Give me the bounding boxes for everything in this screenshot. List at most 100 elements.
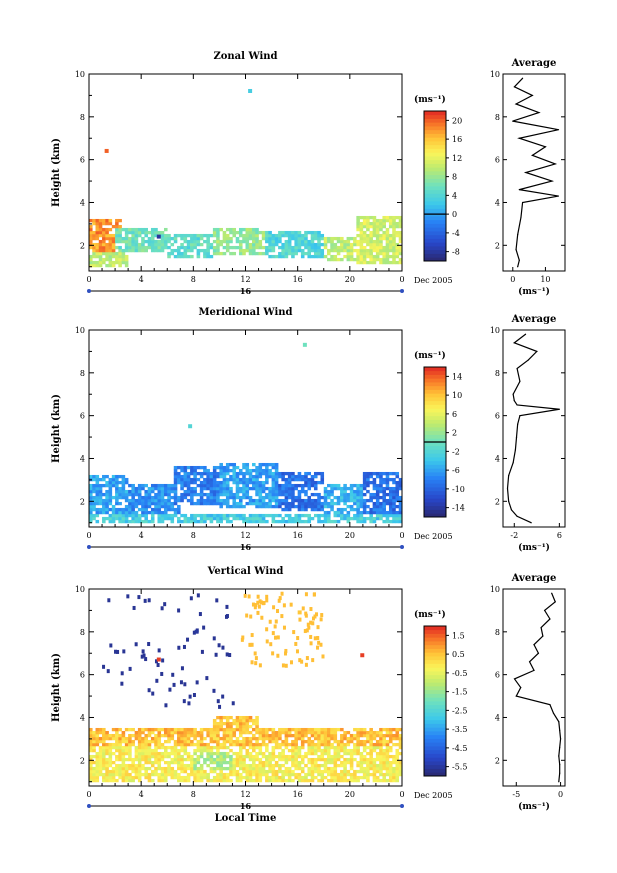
heatmap-cell <box>295 649 299 654</box>
heatmap-cell <box>157 730 162 735</box>
heatmap-cell <box>219 760 223 765</box>
heatmap-cell <box>274 739 279 744</box>
colorbar-tick-label: -2.5 <box>452 706 467 715</box>
heatmap-cell <box>170 495 175 500</box>
heatmap-cell <box>278 754 282 759</box>
heatmap-cell <box>190 233 194 238</box>
heatmap-cell <box>297 242 302 247</box>
heatmap-cell <box>356 251 360 256</box>
heatmap-cell <box>238 745 243 750</box>
heatmap-cell <box>170 730 175 735</box>
heatmap-cell <box>128 510 132 515</box>
heatmap-cell <box>238 775 243 780</box>
heatmap-cell <box>255 721 259 726</box>
heatmap-cell <box>385 513 390 518</box>
heatmap-cell <box>98 730 103 735</box>
heatmap-cell <box>261 251 266 256</box>
heatmap-cell <box>225 754 230 759</box>
heatmap-cell <box>274 772 279 777</box>
heatmap-cell <box>141 766 145 771</box>
heatmap-cell <box>287 507 292 512</box>
heatmap-cell <box>108 263 113 268</box>
heatmap-cell <box>385 486 390 491</box>
heatmap-cell <box>89 769 93 774</box>
heatmap-cell <box>255 772 259 777</box>
heatmap-cell <box>203 254 207 259</box>
heatmap-cell <box>255 245 259 250</box>
heatmap-cell <box>232 227 237 232</box>
heatmap-cell <box>154 495 158 500</box>
heatmap-cell <box>121 486 126 491</box>
heatmap-cell <box>278 596 282 601</box>
heatmap-cell <box>92 486 96 491</box>
heatmap-cell <box>222 733 227 738</box>
heatmap-cell <box>304 251 308 256</box>
heatmap-cell <box>248 772 253 777</box>
heatmap-cell <box>163 772 168 777</box>
heatmap-cell <box>287 516 292 521</box>
heatmap-cell <box>216 757 220 762</box>
heatmap-cell <box>95 263 100 268</box>
heatmap-cell <box>124 510 129 515</box>
heatmap-cell <box>163 483 168 488</box>
heatmap-cell <box>297 763 302 768</box>
heatmap-cell <box>118 236 122 241</box>
heatmap-cell <box>287 233 292 238</box>
heatmap-cell <box>183 727 188 732</box>
x-tick-label: 0 <box>399 531 404 540</box>
heatmap-cell <box>245 766 250 771</box>
heatmap-cell <box>190 254 194 259</box>
heatmap-cell <box>323 730 328 735</box>
heatmap-cell <box>167 236 171 241</box>
heatmap-cell <box>343 486 347 491</box>
heatmap-cell <box>255 483 259 488</box>
heatmap-cell <box>245 775 250 780</box>
heatmap-cell <box>170 489 175 494</box>
heatmap-cell <box>379 221 383 226</box>
heatmap-cell <box>398 251 403 256</box>
heatmap-cell <box>235 495 240 500</box>
heatmap-cell <box>307 483 312 488</box>
heatmap-cell <box>167 727 171 732</box>
heatmap-cell <box>150 233 155 238</box>
heatmap-cell <box>327 727 331 732</box>
heatmap-cell <box>229 757 233 762</box>
heatmap-cell <box>382 236 386 241</box>
heatmap-cell <box>395 772 400 777</box>
heatmap-cell <box>291 492 295 497</box>
heatmap-cell <box>199 730 204 735</box>
heatmap-cell <box>274 471 279 476</box>
heatmap-cell <box>359 230 364 235</box>
heatmap-cell <box>375 257 380 262</box>
heatmap-cell <box>98 221 103 226</box>
heatmap-cell <box>356 519 360 524</box>
heatmap-cell <box>252 763 256 768</box>
heatmap-cell <box>392 769 396 774</box>
heatmap-cell <box>193 730 197 735</box>
heatmap-cell <box>268 513 272 518</box>
heatmap-cell <box>219 736 223 741</box>
heatmap-cell <box>242 474 246 479</box>
heatmap-cell <box>98 501 103 506</box>
heatmap-cell <box>95 477 100 482</box>
heatmap-cell <box>144 513 148 518</box>
heatmap-cell <box>388 736 393 741</box>
heatmap-cell <box>89 227 93 232</box>
heatmap-cell <box>199 766 204 771</box>
heatmap-cell <box>114 649 118 654</box>
heatmap-cell <box>108 239 113 244</box>
heatmap-cell <box>307 772 312 777</box>
heatmap-cell <box>340 775 344 780</box>
heatmap-cell <box>382 218 386 223</box>
heatmap-cell <box>161 658 165 663</box>
heatmap-cell <box>343 483 347 488</box>
heatmap-cell <box>366 260 370 265</box>
heatmap-cell <box>128 507 132 512</box>
heatmap-cell <box>209 730 214 735</box>
heatmap-cell <box>216 760 220 765</box>
heatmap-cell <box>375 495 380 500</box>
heatmap-cell <box>265 480 269 485</box>
heatmap-cell <box>154 742 158 747</box>
heatmap-cell <box>98 498 103 503</box>
heatmap-cell <box>366 251 370 256</box>
